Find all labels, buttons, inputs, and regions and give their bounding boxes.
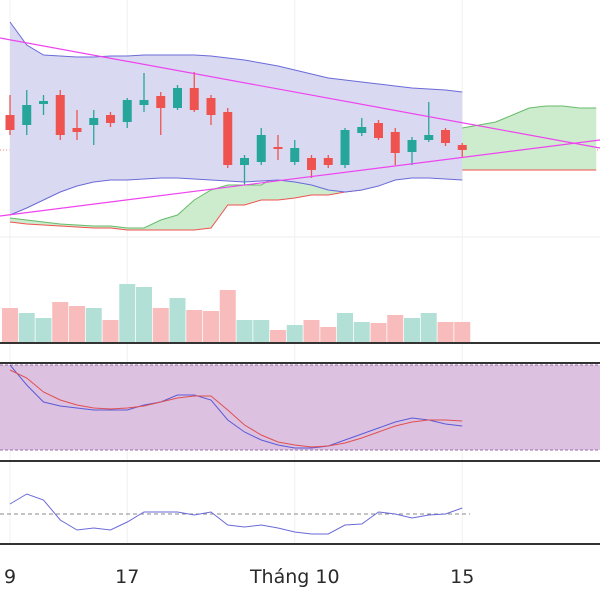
candle-body [340,130,350,165]
candle-body [273,147,283,149]
candle-body [139,100,149,105]
volume-bar [454,322,471,342]
volume-bar [270,330,286,342]
volume-bar [152,308,169,342]
stoch-band [0,365,600,450]
volume-bar [236,320,253,342]
candle-body [323,158,333,165]
x-tick-label: 15 [450,566,474,588]
candle-body [89,118,99,125]
volume-bar [370,323,387,342]
x-tick-label: 9 [4,566,16,588]
candle-body [5,115,15,130]
volume-bar [253,320,270,342]
volume-bar [203,311,219,342]
trend-line [0,139,600,217]
x-tick-label: 17 [115,566,139,588]
x-tick-label: Tháng 10 [249,566,340,588]
candle-body [290,148,300,162]
volume-bar [437,322,454,342]
span-b [9,169,597,231]
volume-bar [18,313,35,342]
candle-body [189,88,199,110]
trend-line [0,37,600,149]
volume-bar [353,322,370,342]
candle-body [122,100,132,122]
candle-body [256,135,266,162]
candle-body [39,101,48,104]
bollinger-band [10,22,463,215]
volume-bar [69,306,85,342]
volume-bar [119,284,136,342]
volume-bar [169,298,186,342]
bollinger-lower [9,177,463,216]
volume-bar [320,327,337,342]
candle-body [22,105,32,125]
candle-body [156,96,166,108]
candle-body [223,112,233,165]
volume-bar [219,290,236,342]
volume-bar [102,320,119,342]
candle-body [55,95,65,135]
candle-body [106,115,115,123]
candle-body [72,128,82,132]
volume-bar [420,313,437,342]
candle-body [240,158,249,165]
candle-body [206,98,216,115]
volume-bar [35,318,52,342]
candle-body [441,130,450,143]
volume-bar [2,308,18,342]
candle-body [424,135,434,140]
candle-body [457,145,467,150]
oscillator [9,493,463,535]
volume-bar [387,315,404,342]
candle-body [407,140,417,152]
candle-body [390,132,400,153]
volume-bar [337,313,353,342]
volume-bar [286,325,303,342]
bollinger-upper [9,21,463,93]
volume-bar [404,318,420,342]
volume-bar [186,310,203,342]
candle-body [374,123,383,138]
volume-bar [85,308,102,342]
volume-bar [52,302,69,342]
volume-bar [136,287,152,342]
stoch-k [9,364,463,449]
candle-body [173,88,182,108]
volume-bar [303,320,320,342]
candle-body [357,127,367,133]
candle-body [307,158,316,170]
stoch-d [9,369,463,448]
